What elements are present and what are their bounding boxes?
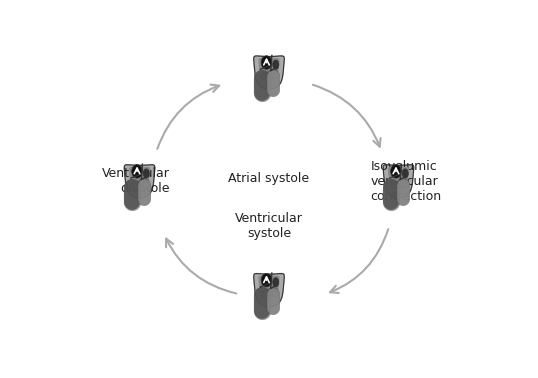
Ellipse shape: [391, 164, 401, 178]
Ellipse shape: [261, 74, 270, 80]
Ellipse shape: [143, 182, 149, 187]
Ellipse shape: [261, 56, 272, 69]
Polygon shape: [259, 59, 279, 80]
Text: Atrial systole: Atrial systole: [229, 172, 309, 185]
Ellipse shape: [391, 182, 399, 189]
Ellipse shape: [273, 278, 279, 287]
Ellipse shape: [261, 273, 272, 287]
Ellipse shape: [261, 291, 270, 297]
Polygon shape: [259, 276, 279, 298]
Text: Ventricular
systole: Ventricular systole: [235, 212, 303, 240]
Polygon shape: [254, 274, 284, 307]
Ellipse shape: [272, 291, 279, 296]
Polygon shape: [254, 56, 284, 89]
Ellipse shape: [402, 182, 408, 187]
Ellipse shape: [272, 73, 279, 79]
Text: Isovolumic
ventricular
contraction: Isovolumic ventricular contraction: [370, 160, 442, 203]
Ellipse shape: [132, 164, 143, 178]
Ellipse shape: [273, 60, 279, 69]
Ellipse shape: [402, 169, 408, 178]
Polygon shape: [388, 167, 408, 189]
Polygon shape: [383, 165, 414, 198]
Ellipse shape: [143, 169, 150, 178]
Text: Ventricular
diastole: Ventricular diastole: [102, 167, 169, 195]
Polygon shape: [124, 165, 155, 198]
Polygon shape: [130, 167, 150, 189]
Ellipse shape: [132, 182, 140, 189]
